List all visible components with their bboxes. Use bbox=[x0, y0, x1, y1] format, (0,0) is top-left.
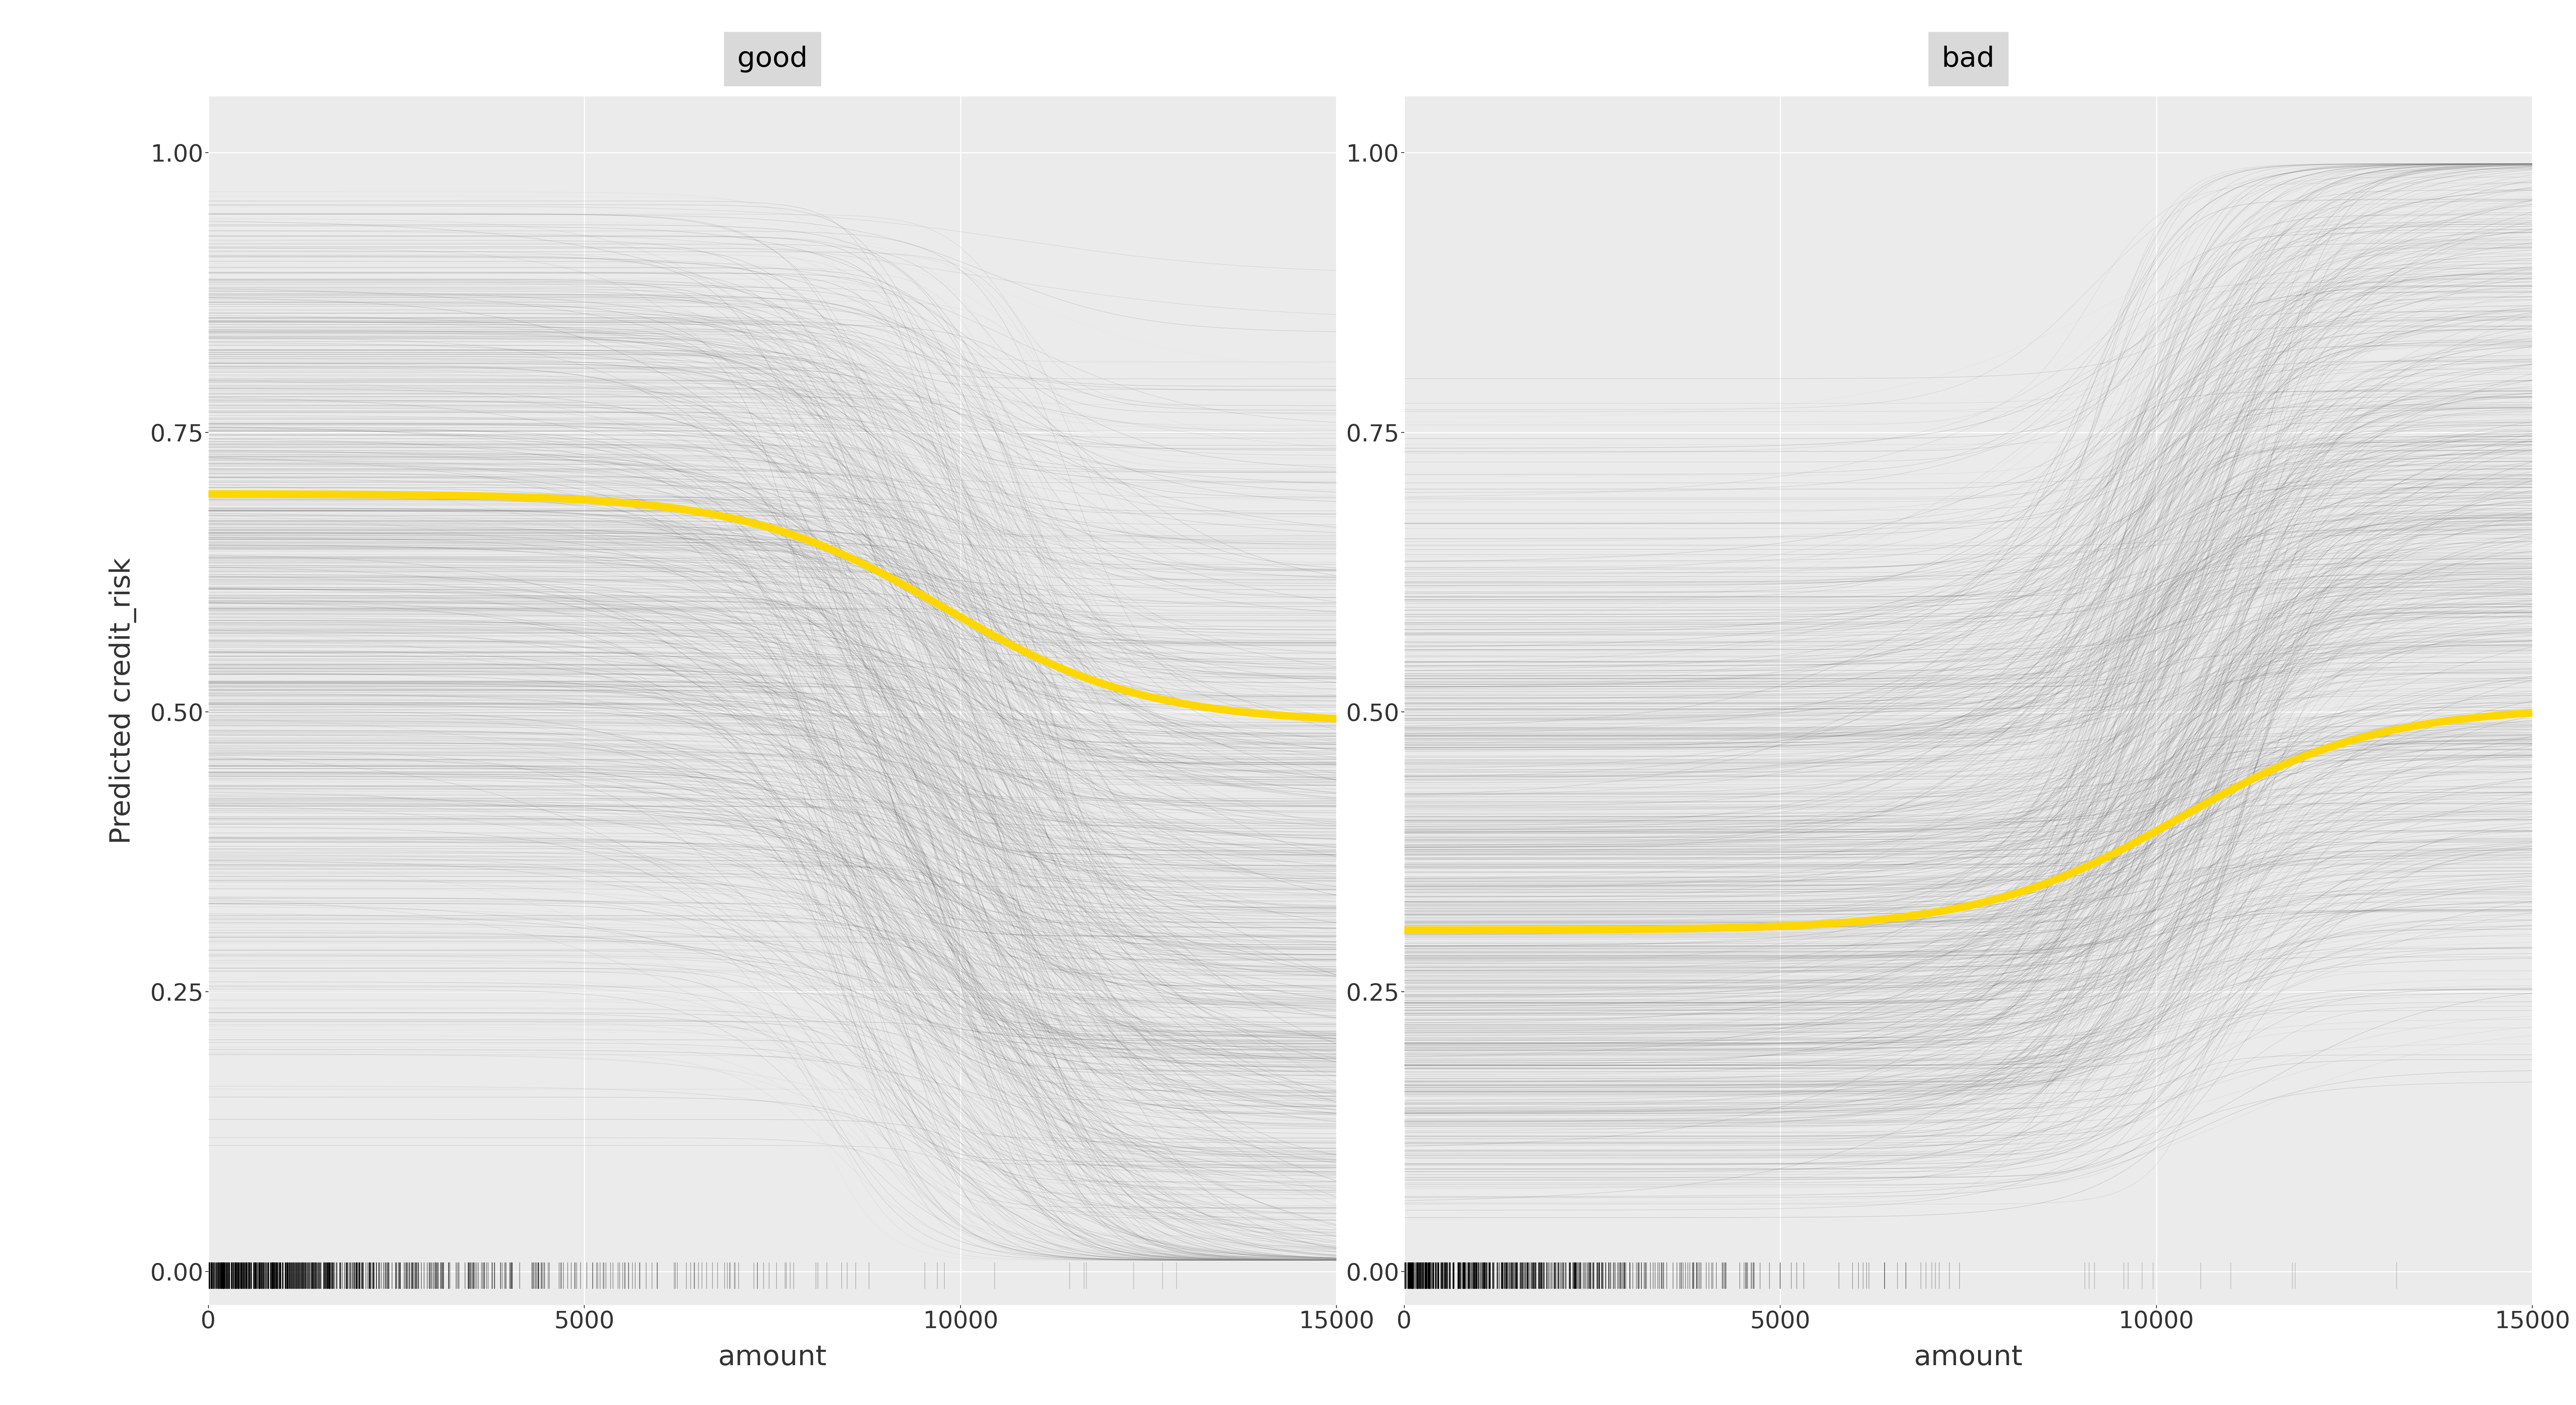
X-axis label: amount: amount bbox=[719, 1345, 827, 1371]
Y-axis label: Predicted credit_risk: Predicted credit_risk bbox=[108, 558, 137, 844]
Text: good: good bbox=[737, 45, 809, 73]
Text: bad: bad bbox=[1942, 45, 1994, 73]
X-axis label: amount: amount bbox=[1914, 1345, 2022, 1371]
